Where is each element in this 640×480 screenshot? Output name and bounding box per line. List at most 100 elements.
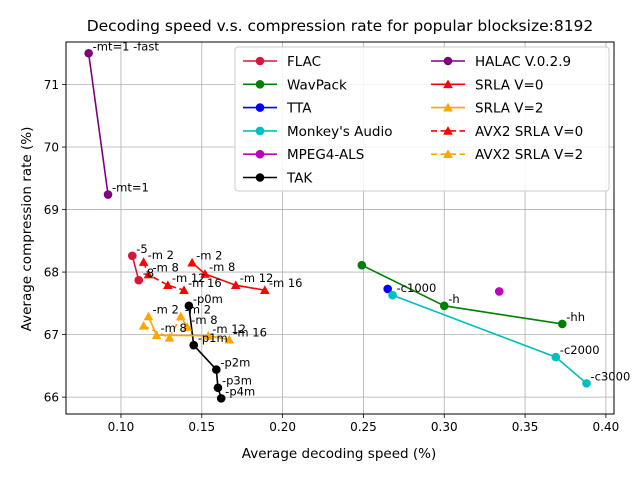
legend-item-wavpack: WavPack [243,77,347,93]
legend-label: AVX2 SRLA V=2 [475,147,583,163]
data-point-tak [189,340,199,350]
legend-box [234,46,610,192]
point-label-avx2-srla-v-2: -m 2 [185,302,211,316]
data-point-srla-v-0 [187,257,197,267]
point-label-avx2-srla-v-2: -m 8 [191,313,217,327]
legend-swatch-marker [443,56,453,66]
legend-label: SRLA V=0 [475,77,543,93]
data-point-srla-v-2 [203,331,214,340]
legend-label: FLAC [287,54,321,70]
legend-label: TTA [286,101,312,117]
data-point-avx2-srla-v-0 [138,257,149,266]
data-point-srla-v-0 [200,269,210,278]
data-point-tak [212,365,221,374]
x-tick-label: 0.35 [512,420,539,434]
series-avx2-srla-v-0 [138,257,189,295]
data-point-tta [383,284,392,294]
data-point-flac [127,251,137,261]
legend-item-srla-v-0: SRLA V=0 [431,77,543,93]
point-label-srla-v-2: -m 16 [233,326,267,340]
plot-frame [65,41,615,415]
y-axis-label: Average compression rate (%) [19,127,35,332]
series-halac-v-0-2-9 [84,48,113,199]
series-line-srla-v-2 [147,316,230,341]
point-label-avx2-srla-v-0: -m 12 [172,271,206,285]
data-point-srla-v-0 [230,280,241,290]
legend-swatch-marker [255,126,265,136]
series-monkey-s-audio [388,290,591,388]
point-label-srla-v-0: -m 16 [269,276,303,290]
data-point-avx2-srla-v-2 [138,321,149,330]
series-line-halac-v-0-2-9 [87,53,109,195]
point-label-tak: -p3m [222,374,252,388]
point-label-monkey-s-audio: -c1000 [397,281,437,295]
data-point-srla-v-2 [143,311,154,321]
point-label-monkey-s-audio: -c3000 [591,369,631,383]
legend-item-avx2-srla-v-2: AVX2 SRLA V=2 [431,147,583,163]
legend-item-halac-v-0-2-9: HALAC V.0.2.9 [431,54,571,70]
y-tick-label: 66 [44,391,59,405]
data-point-avx2-srla-v-0 [143,269,154,279]
data-point-tak [184,301,194,311]
data-point-monkey-s-audio [582,379,591,388]
point-label-flac: -8 [143,266,154,280]
point-label-srla-v-0: -m 12 [240,271,274,285]
point-label-flac: -5 [136,242,147,256]
series-tta [383,284,392,294]
data-point-srla-v-0 [260,285,270,295]
legend-swatch-marker [443,102,453,112]
y-tick-label: 71 [44,78,59,92]
point-label-srla-v-2: -m 12 [212,322,246,336]
legend-swatch-marker [255,103,265,112]
legend-item-tta: TTA [243,101,312,117]
legend: FLAC WavPack TTA Monkey's Audio MPEG4-ALS TAK… [234,46,610,192]
point-label-tak: -p4m [225,384,255,398]
legend-item-monkey-s-audio: Monkey's Audio [243,124,393,140]
legend-item-tak: TAK [243,171,313,187]
legend-swatch-marker [443,149,453,159]
legend-label: TAK [286,171,313,187]
legend-swatch-marker [443,126,453,135]
chart-title: Decoding speed v.s. compression rate for… [87,17,594,35]
series-line-srla-v-0 [191,262,265,291]
data-point-monkey-s-audio [551,352,561,362]
point-label-srla-v-2: -m 2 [152,302,178,316]
point-label-avx2-srla-v-0: -m 8 [152,261,178,275]
data-point-avx2-srla-v-2 [175,311,186,321]
point-label-tak: -p0m [193,292,223,306]
series-layer [84,48,591,403]
series-srla-v-0 [187,257,270,295]
point-label-tak: -p2m [220,356,250,370]
legend-label: SRLA V=2 [475,101,543,117]
data-point-wavpack [557,319,567,329]
point-label-srla-v-0: -m 2 [196,249,222,263]
data-point-flac [134,275,144,285]
y-tick-label: 69 [44,203,59,217]
point-label-wavpack: -hh [566,310,585,324]
legend-item-mpeg4-als: MPEG4-ALS [243,147,364,163]
series-mpeg4-als [494,287,504,296]
legend-swatch-marker [443,79,453,89]
data-point-halac-v-0-2-9 [103,190,113,199]
point-label-wavpack: -h [448,292,459,306]
point-label-tak: -p1m [198,331,228,345]
series-wavpack [357,260,567,329]
x-tick-label: 0.30 [431,420,458,434]
x-tick-label: 0.40 [593,420,620,434]
legend-label: AVX2 SRLA V=0 [475,124,583,140]
y-tick-label: 67 [44,328,59,342]
y-tick-label: 68 [44,266,59,280]
x-tick-label: 0.25 [350,420,377,434]
point-label-halac-v-0-2-9: -mt=1 -fast [93,39,160,53]
data-point-mpeg4-als [494,287,504,296]
data-point-avx2-srla-v-0 [179,285,189,295]
point-labels: -5 -8 -h -hh -c1000 -c2000 -c3000 -p0m -p1m -p2m -… [93,39,631,398]
data-point-halac-v-0-2-9 [84,48,93,58]
point-label-monkey-s-audio: -c2000 [560,343,600,357]
data-point-avx2-srla-v-2 [164,332,175,342]
legend-label: MPEG4-ALS [287,147,364,163]
data-point-monkey-s-audio [388,290,397,300]
point-label-avx2-srla-v-0: -m 2 [148,248,174,262]
data-point-srla-v-2 [151,330,162,340]
y-tick-label: 70 [44,141,59,155]
